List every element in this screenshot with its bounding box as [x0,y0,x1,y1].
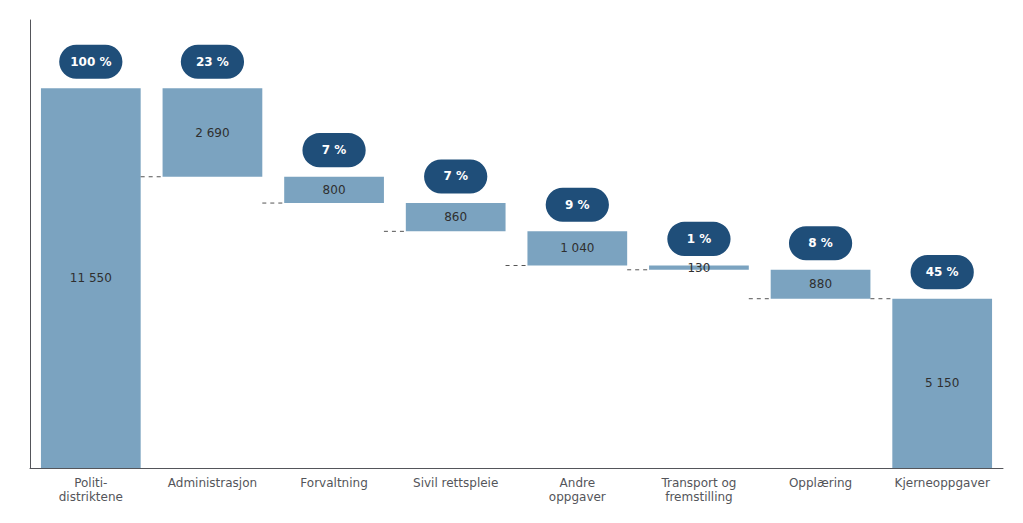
svg-text:5 150: 5 150 [925,376,959,390]
svg-text:100 %: 100 % [70,55,111,69]
svg-text:23 %: 23 % [196,55,229,69]
svg-text:fremstilling: fremstilling [665,490,732,504]
svg-text:130: 130 [687,261,710,275]
svg-text:Kjerneoppgaver: Kjerneoppgaver [895,476,990,490]
svg-text:860: 860 [444,210,467,224]
svg-text:Opplæring: Opplæring [789,476,852,490]
svg-text:Andre: Andre [560,476,595,490]
svg-text:45 %: 45 % [926,265,959,279]
svg-text:11 550: 11 550 [70,271,112,285]
svg-text:Transport og: Transport og [660,476,736,490]
svg-text:Forvaltning: Forvaltning [300,476,367,490]
svg-text:Politi-: Politi- [74,476,107,490]
svg-text:Sivil rettspleie: Sivil rettspleie [413,476,498,490]
svg-text:1 040: 1 040 [560,241,594,255]
svg-text:oppgaver: oppgaver [549,490,606,504]
svg-text:800: 800 [323,183,346,197]
svg-text:7 %: 7 % [322,143,347,157]
svg-text:Administrasjon: Administrasjon [168,476,257,490]
svg-text:distriktene: distriktene [59,490,123,504]
svg-text:2 690: 2 690 [195,126,229,140]
svg-text:8 %: 8 % [808,236,833,250]
svg-text:880: 880 [809,277,832,291]
svg-text:7 %: 7 % [443,169,468,183]
svg-text:9 %: 9 % [565,198,590,212]
svg-text:1 %: 1 % [687,232,712,246]
